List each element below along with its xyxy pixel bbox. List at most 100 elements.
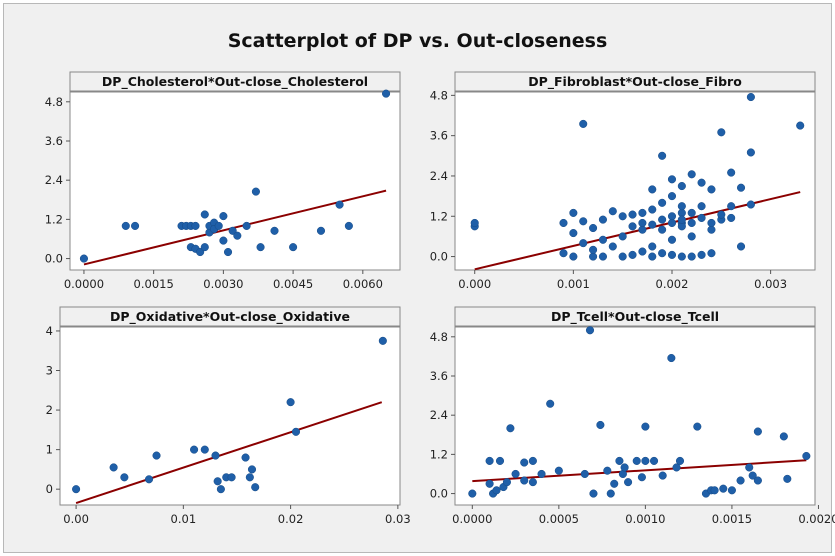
data-point — [200, 243, 209, 252]
scatter-panel-cholesterol: DP_Cholesterol*Out-close_Cholesterol 0.0 1… — [45, 71, 401, 291]
data-point — [753, 427, 762, 436]
data-point — [707, 185, 716, 194]
data-point — [628, 222, 637, 231]
data-point — [485, 456, 494, 465]
data-point — [589, 245, 598, 254]
data-point — [492, 486, 501, 495]
plot-area — [454, 91, 816, 271]
data-point — [736, 183, 746, 192]
y-tick-label: 3 — [46, 364, 53, 378]
data-point — [196, 247, 205, 257]
panel-title: DP_Fibroblast*Out-close_Fibro — [528, 74, 742, 90]
scatter-panel-fibroblast: DP_Fibroblast*Out-close_Fibro 0.0 1.2 2.4 3.… — [430, 71, 816, 291]
data-point — [190, 445, 199, 454]
x-tick-label: 0.00 — [63, 512, 89, 526]
data-point — [658, 225, 667, 234]
data-point — [638, 247, 647, 256]
data-point — [520, 458, 529, 467]
plot-area — [69, 91, 401, 271]
data-point — [641, 422, 650, 431]
data-point — [667, 353, 676, 363]
data-point — [589, 489, 598, 498]
data-point — [528, 478, 537, 487]
data-point — [707, 218, 716, 228]
data-point — [648, 242, 657, 251]
data-point — [603, 466, 612, 475]
data-point — [672, 463, 681, 472]
data-point — [638, 208, 647, 217]
panel-title-box — [454, 71, 816, 92]
data-point — [648, 220, 657, 229]
x-tick-label: 0.0000 — [452, 512, 492, 526]
data-point — [707, 249, 716, 258]
data-point — [120, 473, 129, 482]
data-point — [727, 202, 736, 211]
data-point — [687, 232, 696, 241]
data-point — [569, 229, 578, 238]
data-point — [608, 242, 617, 251]
data-point — [667, 218, 677, 228]
data-point — [79, 254, 88, 263]
data-point — [589, 223, 598, 233]
data-point — [717, 128, 726, 137]
data-point — [219, 212, 228, 221]
data-point — [648, 205, 657, 214]
y-tick-label: 0.0 — [430, 487, 448, 501]
data-point — [506, 424, 515, 433]
data-point — [251, 187, 260, 196]
data-point — [677, 215, 686, 224]
data-point — [628, 210, 637, 219]
data-point — [697, 178, 706, 187]
data-point — [638, 218, 647, 228]
y-tick-label: 3.6 — [45, 134, 63, 148]
x-tick-label: 0.000 — [458, 277, 491, 291]
data-point — [227, 473, 236, 482]
y-tick-label: 3.6 — [430, 129, 448, 143]
data-point — [502, 478, 511, 487]
data-point — [783, 474, 792, 483]
data-point — [580, 469, 589, 479]
data-point — [200, 445, 209, 454]
y-tick-label: 2.4 — [430, 408, 448, 422]
scatter-panel-oxidative: DP_Oxidative*Out-close_Oxidative 0 1 2 3 4 0.0… — [46, 306, 411, 526]
data-point — [658, 198, 667, 207]
regression-line — [75, 401, 383, 504]
y-tick-label: 2.4 — [430, 169, 448, 183]
data-point — [596, 420, 605, 430]
data-point — [745, 463, 754, 472]
data-point — [213, 477, 222, 486]
y-tick-label: 3.6 — [430, 369, 448, 383]
data-point — [559, 218, 568, 228]
data-point — [537, 469, 546, 479]
data-point — [520, 476, 529, 485]
data-point — [191, 221, 200, 230]
y-tick-label: 2.4 — [45, 173, 63, 187]
x-tick-label: 0.01 — [171, 512, 197, 526]
data-point — [658, 151, 667, 160]
data-point — [152, 451, 161, 460]
data-point — [214, 221, 223, 230]
data-point — [667, 175, 677, 184]
data-point — [72, 485, 81, 494]
data-point — [528, 456, 537, 465]
x-tick-label: 0.003 — [754, 277, 787, 291]
data-point — [736, 476, 745, 485]
data-point — [624, 478, 633, 487]
data-point — [677, 252, 686, 261]
data-point — [606, 489, 615, 498]
data-point — [727, 168, 736, 177]
data-point — [618, 232, 627, 241]
data-point — [779, 432, 788, 441]
data-point — [746, 148, 755, 157]
data-point — [569, 208, 578, 217]
data-point — [256, 243, 265, 252]
x-tick-label: 0.0000 — [64, 277, 104, 291]
x-tick-label: 0.0060 — [343, 277, 383, 291]
data-point — [200, 210, 209, 219]
data-point — [717, 210, 726, 219]
data-point — [233, 231, 242, 240]
panel-title-box — [454, 306, 816, 327]
data-point — [667, 212, 677, 221]
y-tick-label: 4.8 — [45, 95, 63, 109]
data-point — [344, 221, 353, 230]
